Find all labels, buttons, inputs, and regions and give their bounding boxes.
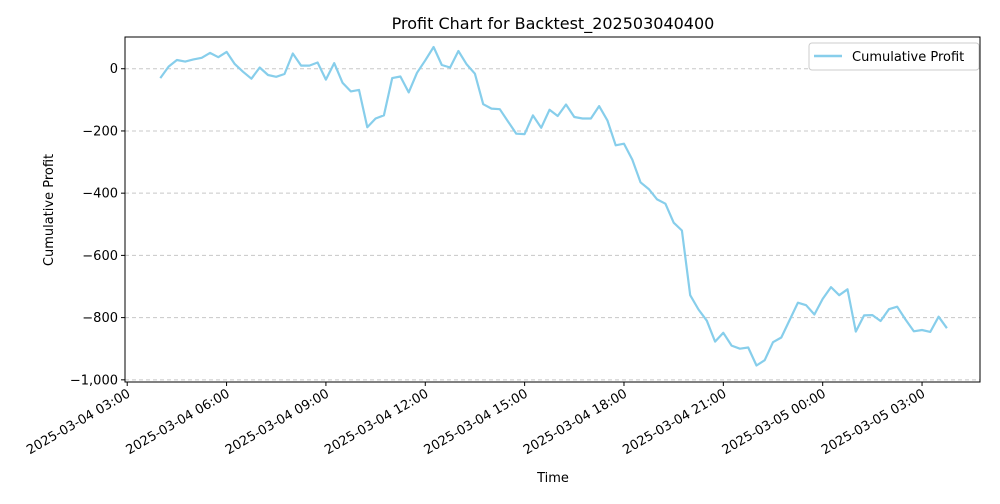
y-axis-label: Cumulative Profit bbox=[42, 154, 57, 266]
gridlines bbox=[125, 68, 980, 381]
chart-title: Profit Chart for Backtest_202503040400 bbox=[392, 14, 715, 34]
legend: Cumulative Profit bbox=[808, 42, 980, 71]
legend-box bbox=[808, 42, 980, 71]
y-tick-label: 0 bbox=[110, 62, 118, 77]
series-line-cumulative-profit bbox=[159, 45, 948, 367]
plot-area-frame bbox=[124, 36, 981, 383]
y-axis: 0 −200 −400 −600 −800 −1,000 bbox=[70, 62, 125, 388]
y-tick-label: −400 bbox=[82, 187, 118, 202]
x-axis-label: Time bbox=[536, 471, 569, 486]
y-tick-label: −1,000 bbox=[70, 373, 118, 388]
y-tick-label: −600 bbox=[82, 249, 118, 264]
y-tick-label: −200 bbox=[82, 124, 118, 139]
series-layer bbox=[159, 45, 948, 367]
legend-label: Cumulative Profit bbox=[852, 50, 964, 65]
y-tick-label: −800 bbox=[82, 311, 118, 326]
